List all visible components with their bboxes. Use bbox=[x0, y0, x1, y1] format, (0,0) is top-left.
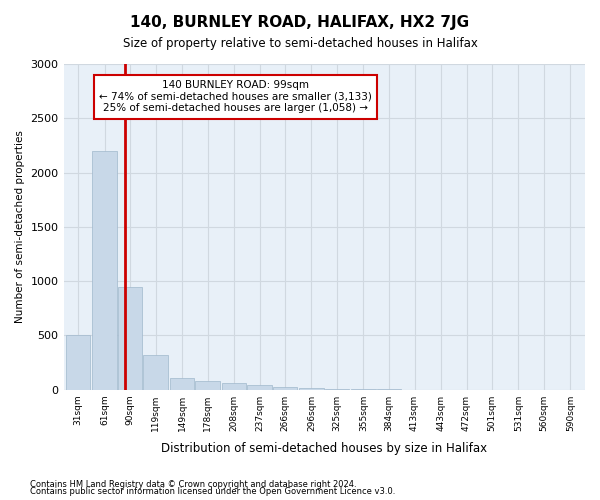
Bar bbox=[143, 355, 168, 390]
Bar bbox=[351, 389, 376, 390]
X-axis label: Distribution of semi-detached houses by size in Halifax: Distribution of semi-detached houses by … bbox=[161, 442, 487, 455]
Bar bbox=[299, 388, 324, 390]
Bar bbox=[118, 286, 142, 390]
Bar bbox=[325, 388, 349, 390]
Bar bbox=[66, 336, 91, 390]
Bar bbox=[195, 381, 220, 390]
Text: 140, BURNLEY ROAD, HALIFAX, HX2 7JG: 140, BURNLEY ROAD, HALIFAX, HX2 7JG bbox=[130, 15, 470, 30]
Text: Contains HM Land Registry data © Crown copyright and database right 2024.: Contains HM Land Registry data © Crown c… bbox=[30, 480, 356, 489]
Bar bbox=[221, 383, 247, 390]
Bar bbox=[170, 378, 194, 390]
Bar bbox=[92, 151, 117, 390]
Text: Size of property relative to semi-detached houses in Halifax: Size of property relative to semi-detach… bbox=[122, 38, 478, 51]
Bar bbox=[247, 386, 272, 390]
Text: 140 BURNLEY ROAD: 99sqm
← 74% of semi-detached houses are smaller (3,133)
25% of: 140 BURNLEY ROAD: 99sqm ← 74% of semi-de… bbox=[99, 80, 372, 114]
Y-axis label: Number of semi-detached properties: Number of semi-detached properties bbox=[15, 130, 25, 324]
Bar bbox=[273, 388, 298, 390]
Text: Contains public sector information licensed under the Open Government Licence v3: Contains public sector information licen… bbox=[30, 487, 395, 496]
